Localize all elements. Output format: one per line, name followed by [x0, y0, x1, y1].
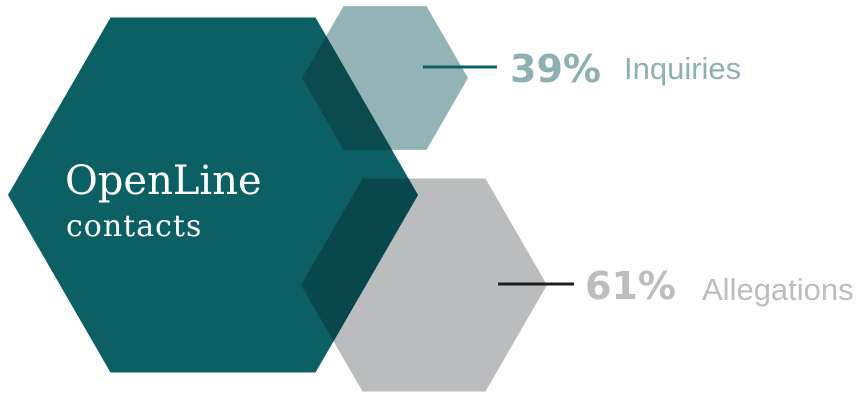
chart-title: OpenLine: [65, 158, 262, 204]
value-label-inquiries: 39%: [510, 47, 601, 91]
chart-subtitle: contacts: [66, 209, 202, 244]
category-label-inquiries: Inquiries: [624, 51, 741, 86]
category-label-allegations: Allegations: [702, 272, 854, 307]
value-label-allegations: 61%: [585, 264, 676, 308]
